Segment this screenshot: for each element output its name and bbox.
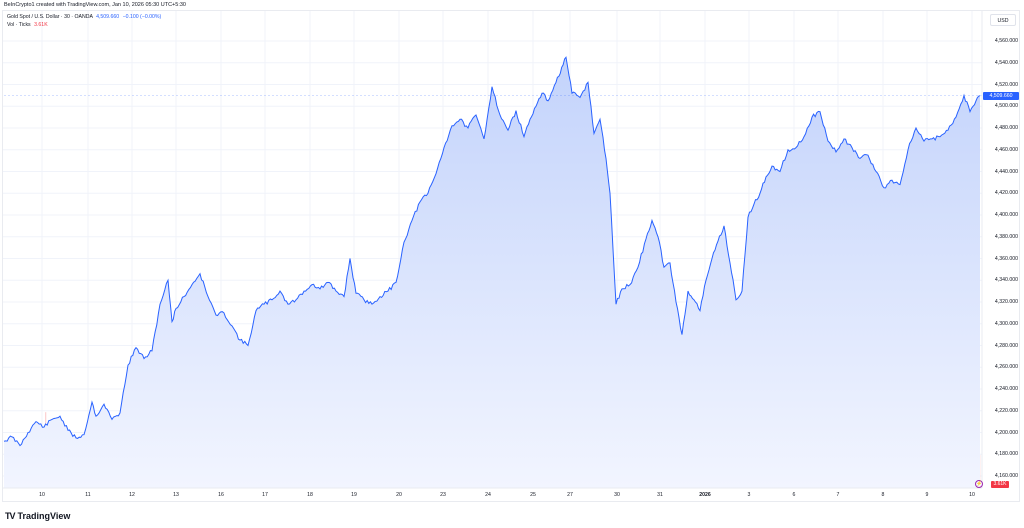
time-axis-label: 10 <box>39 492 45 498</box>
tradingview-logo-icon: TV <box>5 511 15 521</box>
time-axis-label: 7 <box>836 492 840 498</box>
time-axis-label: 11 <box>85 492 91 498</box>
time-axis-label: 12 <box>129 492 135 498</box>
time-axis-label: 2026 <box>699 492 711 498</box>
price-axis-label: 4,300.000 <box>994 320 1018 327</box>
price-axis-label: 4,200.000 <box>994 429 1018 436</box>
price-axis-label: 4,480.000 <box>994 125 1018 131</box>
price-axis-label: 4,420.000 <box>994 190 1018 197</box>
time-axis-label: 16 <box>218 492 224 498</box>
chart-frame <box>2 10 1020 502</box>
time-axis-label: 27 <box>567 492 573 498</box>
price-axis-label: 4,460.000 <box>994 146 1018 153</box>
legend-volume-value: 3.61K <box>34 22 48 28</box>
time-axis-label: 31 <box>657 492 663 498</box>
brand-name: TradingView <box>17 511 71 521</box>
price-axis-label: 4,260.000 <box>994 364 1018 371</box>
current-price-badge: 4,509.660 <box>983 91 1019 100</box>
price-axis-label: 4,380.000 <box>994 233 1018 240</box>
price-axis-label: 4,560.000 <box>994 38 1018 44</box>
price-axis-label: 4,520.000 <box>994 81 1018 88</box>
time-axis-label: 24 <box>485 492 491 498</box>
price-axis-label: 4,280.000 <box>994 342 1018 349</box>
price-line <box>3 56 981 447</box>
price-axis-label: 4,180.000 <box>994 451 1018 458</box>
legend-price: 4,509.660 <box>96 14 120 20</box>
price-axis-label: 4,160.000 <box>994 473 1018 479</box>
price-axis-label: 4,220.000 <box>994 407 1018 414</box>
chart-credit: BeInCrypto1 created with TradingView.com… <box>4 2 186 8</box>
price-axis-label: 4,400.000 <box>994 212 1018 218</box>
time-axis-label: 17 <box>262 492 268 498</box>
time-axis-label: 6 <box>792 492 796 498</box>
time-axis-label: 23 <box>440 492 446 498</box>
price-axis-label: 4,500.000 <box>994 103 1018 110</box>
time-axis-label: 30 <box>614 492 620 498</box>
currency-label[interactable]: USD <box>990 14 1016 26</box>
price-axis-label: 4,540.000 <box>994 59 1018 66</box>
time-axis-label: 13 <box>173 492 179 498</box>
time-axis-label: 20 <box>396 492 402 498</box>
price-axis-label: 4,340.000 <box>994 277 1018 284</box>
legend-change: −0.100 (−0.00%) <box>122 14 162 20</box>
legend-volume-row[interactable]: Vol · Ticks 3.61K <box>7 21 161 29</box>
lightning-icon[interactable]: ⚡ <box>975 480 983 488</box>
legend-symbol: Gold Spot / U.S. Dollar · 30 · OANDA <box>7 14 93 20</box>
time-axis-label: 18 <box>307 492 313 498</box>
legend-volume-label: Vol · Ticks <box>7 22 31 28</box>
time-axis-label: 19 <box>351 492 357 498</box>
time-axis-label: 25 <box>530 492 536 498</box>
price-axis-label: 4,320.000 <box>994 299 1018 305</box>
time-axis-label: 8 <box>881 492 885 498</box>
price-area-fill <box>4 57 980 489</box>
volume-badge: 3.61K <box>991 481 1009 488</box>
time-axis-label: 3 <box>747 492 751 498</box>
price-axis-label: 4,240.000 <box>994 386 1018 392</box>
price-axis-label: 4,360.000 <box>994 255 1018 262</box>
price-axis-label: 4,440.000 <box>994 168 1018 175</box>
legend-series-row[interactable]: Gold Spot / U.S. Dollar · 30 · OANDA 4,5… <box>7 13 161 21</box>
chart-legend: Gold Spot / U.S. Dollar · 30 · OANDA 4,5… <box>7 13 161 29</box>
time-axis-label: 10 <box>969 492 975 498</box>
tradingview-brand: TV TradingView <box>5 511 70 521</box>
time-axis-label: 9 <box>925 492 929 498</box>
